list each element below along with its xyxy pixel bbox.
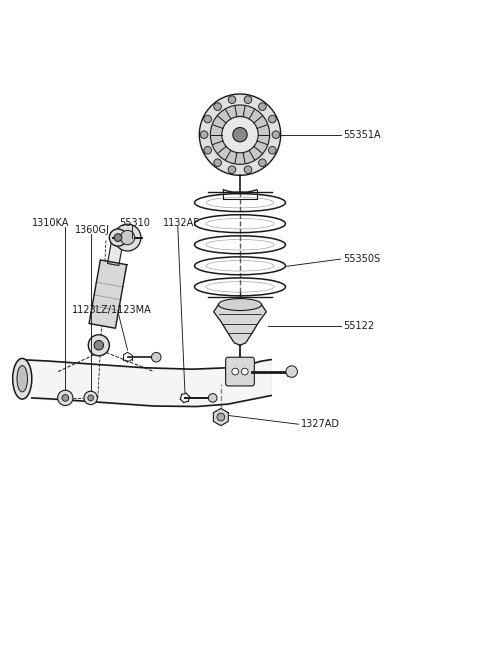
Polygon shape [108,237,124,265]
Text: 55122: 55122 [343,321,374,331]
Circle shape [114,224,141,251]
Circle shape [208,394,217,402]
Polygon shape [214,409,228,426]
Polygon shape [89,260,127,328]
Circle shape [259,102,266,110]
Circle shape [259,159,266,167]
Circle shape [204,147,212,154]
Circle shape [244,96,252,104]
Text: 55351A: 55351A [343,129,381,140]
Circle shape [268,147,276,154]
Circle shape [241,368,248,375]
Circle shape [272,131,280,139]
Circle shape [114,234,122,241]
Circle shape [62,395,69,401]
Circle shape [217,413,225,421]
Text: 55350S: 55350S [343,254,380,264]
Circle shape [88,395,94,401]
Circle shape [199,94,281,175]
Circle shape [94,340,104,350]
Circle shape [244,166,252,173]
Text: 1360GJ: 1360GJ [75,225,110,235]
FancyBboxPatch shape [226,357,254,386]
Text: 1132AF: 1132AF [162,218,199,228]
Text: 55310: 55310 [120,218,150,228]
Text: 1123LZ/1123MA: 1123LZ/1123MA [72,306,151,315]
Text: 1327AD: 1327AD [301,419,340,429]
Circle shape [214,102,221,110]
Ellipse shape [218,298,262,311]
Circle shape [120,231,135,245]
Circle shape [200,131,208,139]
Circle shape [286,366,298,377]
Polygon shape [214,305,266,345]
Text: 1310KA: 1310KA [32,218,69,228]
Ellipse shape [17,365,27,392]
Circle shape [228,96,236,104]
Circle shape [233,127,247,142]
Circle shape [222,116,258,153]
Circle shape [58,390,73,405]
Circle shape [210,105,270,164]
Circle shape [214,159,221,167]
Circle shape [232,368,239,375]
Circle shape [268,115,276,123]
Circle shape [228,166,236,173]
Circle shape [88,334,109,356]
Circle shape [84,391,97,405]
Circle shape [152,352,161,362]
Circle shape [109,229,127,246]
Circle shape [204,115,212,123]
Ellipse shape [12,359,32,399]
